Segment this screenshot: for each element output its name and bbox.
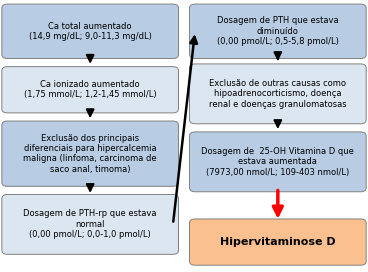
Text: Exclusão de outras causas como
hipoadrenocorticismo, doença
renal e doenças gran: Exclusão de outras causas como hipoadren… [209, 79, 347, 109]
Text: Hipervitaminose D: Hipervitaminose D [220, 237, 336, 247]
Text: Ca total aumentado
(14,9 mg/dL; 9,0-11,3 mg/dL): Ca total aumentado (14,9 mg/dL; 9,0-11,3… [29, 21, 152, 41]
FancyBboxPatch shape [2, 121, 178, 186]
FancyBboxPatch shape [2, 194, 178, 254]
FancyBboxPatch shape [190, 219, 366, 265]
Text: Dosagem de PTH-rp que estava
normal
(0,00 pmol/L; 0,0-1,0 pmol/L): Dosagem de PTH-rp que estava normal (0,0… [24, 209, 157, 239]
FancyBboxPatch shape [190, 4, 366, 58]
Text: Ca ionizado aumentado
(1,75 mmol/L; 1,2-1,45 mmol/L): Ca ionizado aumentado (1,75 mmol/L; 1,2-… [24, 80, 156, 100]
Text: Dosagem de PTH que estava
diminuído
(0,00 pmol/L; 0,5-5,8 pmol/L): Dosagem de PTH que estava diminuído (0,0… [217, 16, 339, 46]
FancyBboxPatch shape [2, 67, 178, 113]
FancyBboxPatch shape [2, 4, 178, 58]
FancyBboxPatch shape [190, 132, 366, 192]
FancyBboxPatch shape [190, 64, 366, 124]
Text: Dosagem de  25-OH Vitamina D que
estava aumentada
(7973,00 nmol/L; 109-403 nmol/: Dosagem de 25-OH Vitamina D que estava a… [201, 147, 354, 177]
Text: Exclusão dos principais
diferenciais para hipercalcemia
maligna (linfoma, carcin: Exclusão dos principais diferenciais par… [23, 134, 157, 174]
